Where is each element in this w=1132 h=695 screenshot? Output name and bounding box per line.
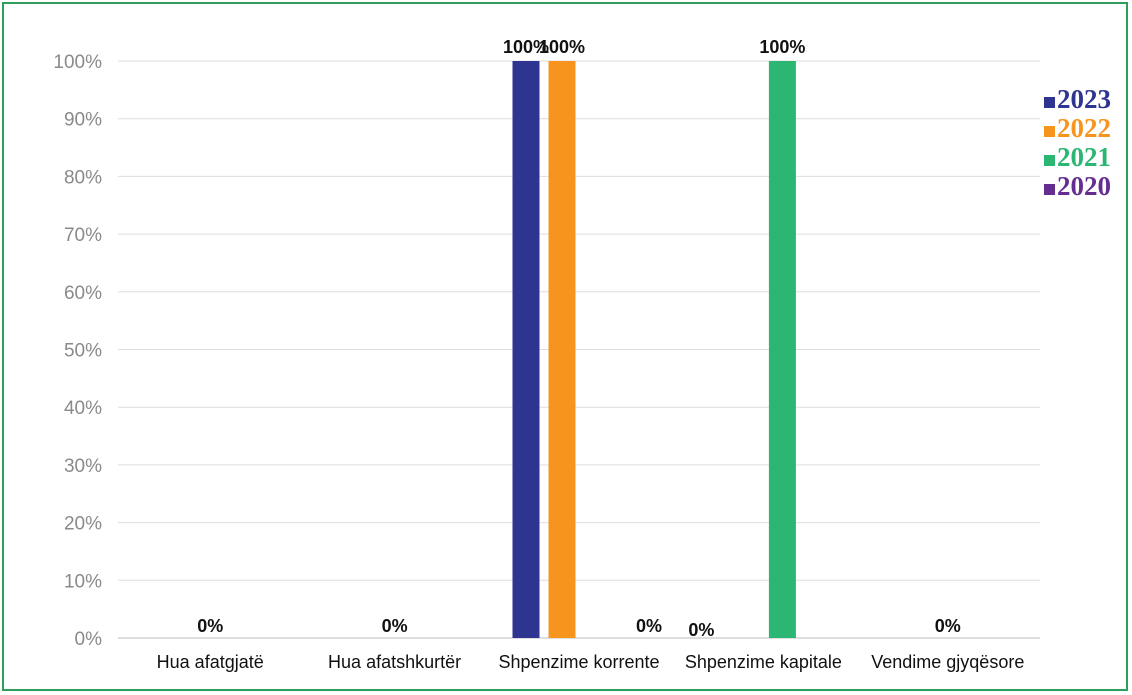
legend-swatch-2021 xyxy=(1044,155,1055,166)
y-tick-label: 100% xyxy=(53,52,102,73)
bar-2021 xyxy=(768,61,796,638)
bar-chart: 0% 10% 20% 30% 40% 50% 60% 70% 80% 90% 100% Hua afa… xyxy=(53,37,1111,672)
category-label: Hua afatshkurtër xyxy=(328,652,461,672)
y-tick-label: 80% xyxy=(64,167,102,188)
legend-swatch-2022 xyxy=(1044,126,1055,137)
legend-label: 2021 xyxy=(1057,142,1111,172)
y-tick-label: 60% xyxy=(64,283,102,304)
y-tick-label: 70% xyxy=(64,225,102,246)
data-label: 100% xyxy=(539,37,585,57)
legend-label: 2020 xyxy=(1057,171,1111,201)
category-label: Hua afatgjatë xyxy=(157,652,264,672)
y-tick-label: 50% xyxy=(64,341,102,362)
y-tick-label: 10% xyxy=(64,571,102,592)
data-label: 0% xyxy=(636,616,662,636)
data-label: 0% xyxy=(197,616,223,636)
y-tick-label: 30% xyxy=(64,456,102,477)
category-label: Vendime gjyqësore xyxy=(871,652,1024,672)
data-label: 0% xyxy=(382,616,408,636)
y-tick-label: 20% xyxy=(64,514,102,535)
category-label: Shpenzime kapitale xyxy=(685,652,842,672)
data-label: 0% xyxy=(688,620,714,640)
legend-swatch-2023 xyxy=(1044,97,1055,108)
data-label: 0% xyxy=(935,616,961,636)
y-tick-label: 0% xyxy=(75,629,103,650)
y-tick-label: 40% xyxy=(64,398,102,419)
bar-2023 xyxy=(512,61,540,638)
legend-swatch-2020 xyxy=(1044,184,1055,195)
y-tick-label: 90% xyxy=(64,110,102,131)
category-label: Shpenzime korrente xyxy=(498,652,659,672)
data-label: 100% xyxy=(503,37,549,57)
legend-label: 2022 xyxy=(1057,113,1111,143)
bar-2022 xyxy=(548,61,576,638)
data-label: 100% xyxy=(759,37,805,57)
legend-label: 2023 xyxy=(1057,84,1111,114)
